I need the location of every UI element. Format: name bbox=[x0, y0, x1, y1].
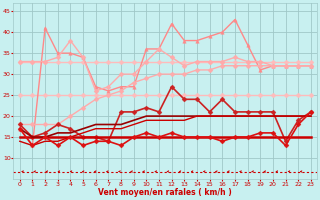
X-axis label: Vent moyen/en rafales ( km/h ): Vent moyen/en rafales ( km/h ) bbox=[99, 188, 232, 197]
